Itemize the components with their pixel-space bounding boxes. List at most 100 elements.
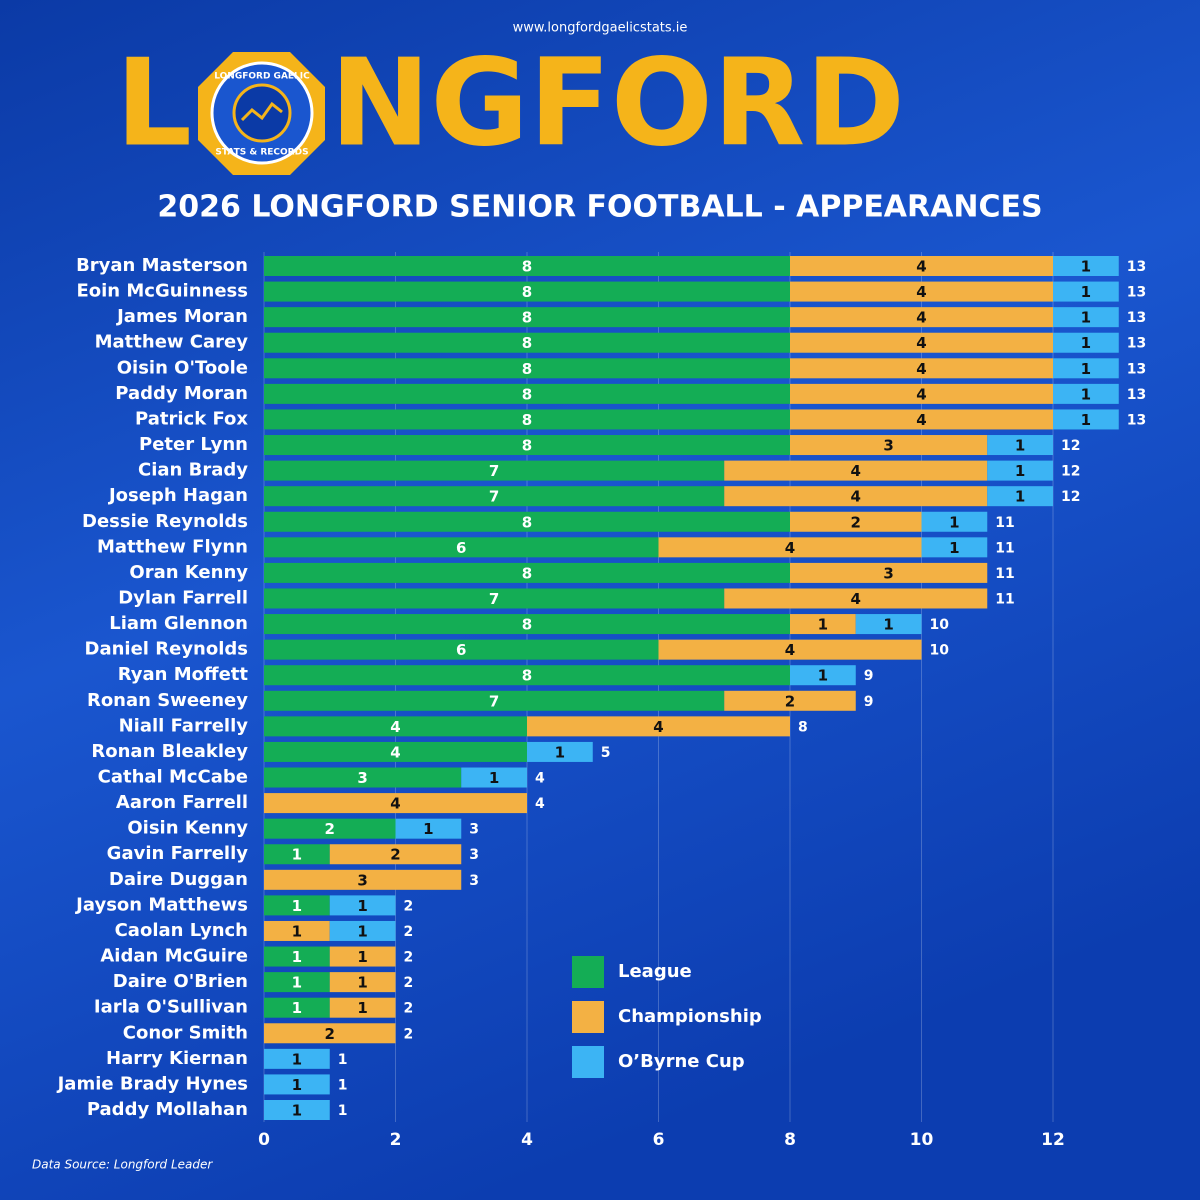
y-tick-label: Ronan Bleakley (91, 741, 248, 762)
value-label: 7 (489, 488, 499, 506)
legend-label: League (618, 961, 692, 982)
bar-segment (1053, 358, 1119, 379)
total-label: 10 (930, 643, 950, 659)
value-label: 3 (883, 437, 893, 455)
bar-segment (987, 435, 1053, 456)
bar-segment (264, 1074, 330, 1095)
total-label: 2 (404, 975, 414, 991)
bar-segment (264, 486, 725, 507)
bar-segment (1053, 332, 1119, 353)
value-label: 1 (1081, 309, 1091, 327)
bar-segment (790, 332, 1053, 353)
value-label: 4 (916, 283, 926, 301)
x-tick-label: 0 (258, 1130, 270, 1150)
y-tick-label: Bryan Masterson (76, 255, 248, 276)
bar-segment (264, 793, 527, 814)
value-label: 1 (1081, 258, 1091, 276)
value-label: 6 (456, 641, 466, 659)
total-label: 5 (601, 745, 611, 761)
total-label: 12 (1061, 438, 1080, 454)
y-tick-label: Patrick Fox (135, 408, 248, 429)
value-label: 4 (653, 718, 663, 736)
bar-segment (790, 409, 1053, 430)
bar-segment (461, 767, 527, 788)
value-label: 8 (522, 385, 532, 403)
total-label: 13 (1127, 259, 1146, 275)
total-label: 11 (995, 566, 1014, 582)
bar-segment (329, 997, 396, 1018)
value-label: 1 (292, 897, 302, 915)
bar-segment (264, 716, 527, 737)
total-label: 13 (1127, 336, 1146, 352)
x-tick-label: 2 (390, 1130, 402, 1150)
value-label: 1 (555, 743, 565, 761)
bar-segment (264, 562, 790, 583)
value-label: 1 (818, 667, 828, 685)
value-label: 8 (522, 437, 532, 455)
legend-swatch (572, 956, 604, 988)
bar-segment (527, 741, 593, 762)
legend-label: Championship (618, 1006, 762, 1027)
bar-segment (264, 1023, 396, 1044)
bar-segment (264, 511, 790, 532)
value-label: 1 (1015, 437, 1025, 455)
value-label: 4 (851, 462, 861, 480)
total-label: 1 (338, 1052, 348, 1068)
y-tick-label: James Moran (115, 306, 248, 327)
total-label: 11 (995, 540, 1014, 556)
value-label: 1 (423, 820, 433, 838)
value-label: 4 (916, 411, 926, 429)
bar-segment (790, 256, 1053, 276)
value-label: 3 (357, 769, 367, 787)
total-label: 9 (864, 694, 874, 710)
bar-segment (329, 920, 396, 941)
value-label: 1 (949, 539, 959, 557)
value-label: 8 (522, 616, 532, 634)
bar-segment (264, 588, 725, 609)
bar-segment (987, 486, 1053, 507)
bar-segment (790, 562, 988, 583)
value-label: 7 (489, 462, 499, 480)
total-label: 2 (404, 950, 414, 966)
bar-segment (264, 1100, 330, 1120)
value-label: 1 (1081, 283, 1091, 301)
value-label: 1 (1015, 488, 1025, 506)
bar-segment (264, 358, 790, 379)
legend-label: O’Byrne Cup (618, 1051, 745, 1072)
value-label: 4 (916, 309, 926, 327)
total-label: 2 (404, 1026, 414, 1042)
logo: LONGFORD GAELIC STATS & RECORDS (198, 52, 325, 175)
bar-segment (987, 460, 1053, 481)
y-tick-label: Iarla O'Sullivan (94, 997, 248, 1018)
value-label: 1 (292, 999, 302, 1017)
value-label: 2 (785, 692, 795, 710)
bar-segment (1053, 256, 1119, 276)
value-label: 1 (1015, 462, 1025, 480)
y-tick-label: Cian Brady (138, 460, 248, 481)
bar-segment (1053, 409, 1119, 430)
value-label: 1 (357, 974, 367, 992)
value-label: 4 (390, 795, 400, 813)
bar-segment (264, 690, 725, 711)
bar-segment (264, 844, 330, 865)
y-tick-label: Dessie Reynolds (82, 511, 248, 532)
bar-segment (790, 435, 988, 456)
y-tick-label: Cathal McCabe (98, 767, 248, 788)
value-label: 8 (522, 309, 532, 327)
y-tick-label: Jayson Matthews (74, 894, 248, 915)
bar-segment (790, 383, 1053, 404)
value-label: 1 (1081, 385, 1091, 403)
total-label: 10 (930, 617, 950, 633)
total-label: 13 (1127, 310, 1146, 326)
bar-segment (264, 332, 790, 353)
x-tick-label: 6 (653, 1130, 665, 1150)
bar-segment (790, 511, 922, 532)
x-tick-label: 4 (521, 1130, 533, 1150)
bar-segment (264, 767, 462, 788)
y-tick-label: Liam Glennon (109, 613, 248, 634)
total-label: 13 (1127, 285, 1146, 301)
total-label: 4 (535, 771, 545, 787)
value-label: 1 (489, 769, 499, 787)
value-label: 1 (292, 1076, 302, 1094)
y-tick-label: Ronan Sweeney (87, 690, 248, 711)
